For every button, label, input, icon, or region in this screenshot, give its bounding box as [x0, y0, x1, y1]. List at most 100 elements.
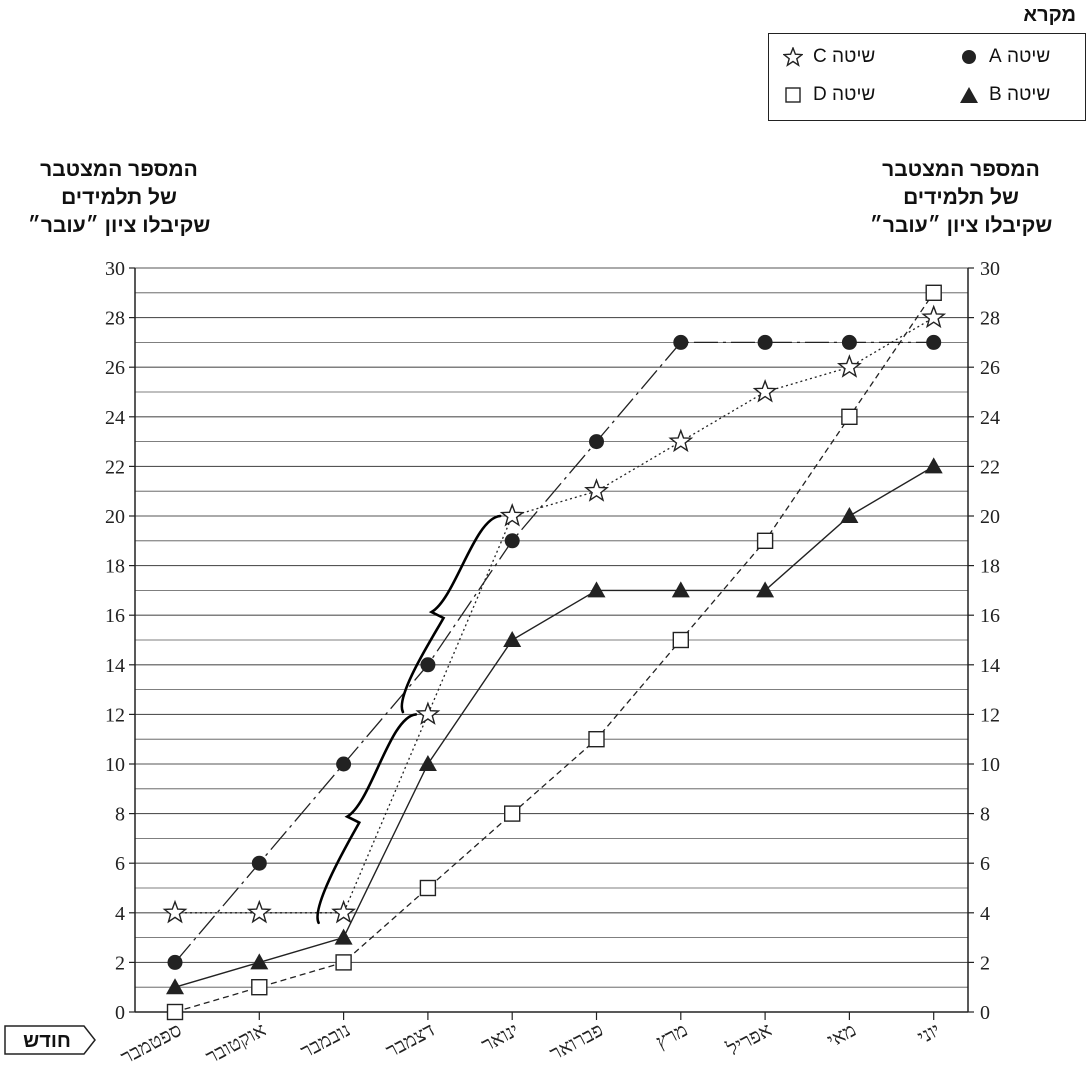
y-tick-label: 28 — [105, 308, 125, 330]
marker-layer — [162, 284, 947, 1021]
hollow-star-icon — [783, 47, 803, 67]
legend-item-d: שיטה D — [783, 84, 875, 106]
marker-triangle — [503, 631, 522, 647]
marker-star — [246, 899, 272, 924]
legend: שיטה A שיטה B שיטה C שיטה D — [768, 33, 1086, 121]
marker-square — [419, 879, 437, 897]
y-axis-label-left: המספר המצטבר של תלמידים שקיבלו ציון ״עוב… — [0, 156, 244, 240]
marker-triangle — [756, 581, 775, 598]
grid-layer — [135, 267, 968, 1013]
y-tick-label: 2 — [980, 952, 990, 974]
marker-circle — [673, 334, 689, 350]
marker-square — [166, 1003, 184, 1021]
series-line — [174, 292, 935, 1013]
x-tick-label: נובמבר — [297, 1019, 354, 1063]
legend-label-b: שיטה B — [989, 84, 1051, 105]
marker-square — [672, 631, 689, 649]
y-axis-label-line-1: המספר המצטבר — [882, 158, 1040, 181]
legend-label-c: שיטה C — [813, 46, 876, 67]
y-tick-label: 30 — [980, 258, 1000, 280]
marker-square — [588, 731, 605, 748]
y-tick-label: 12 — [105, 704, 125, 726]
filled-circle-icon — [962, 50, 976, 64]
axis-layer — [129, 267, 974, 1020]
y-tick-label: 18 — [105, 556, 125, 578]
y-tick-label: 12 — [980, 704, 1000, 726]
marker-square — [504, 805, 521, 822]
y-axis-label-line-3: שקיבלו ציון ״עובר״ — [27, 214, 211, 237]
marker-circle — [589, 434, 604, 450]
series-line — [174, 465, 935, 988]
x-tick-label: אפריל — [723, 1019, 776, 1061]
y-tick-label: 14 — [105, 655, 125, 677]
x-tick-label: ספטמבר — [117, 1019, 185, 1069]
marker-triangle — [840, 507, 859, 523]
legend-title: מקרא — [1023, 4, 1076, 26]
x-tick-label: פברואר — [546, 1019, 607, 1065]
marker-circle — [420, 657, 436, 673]
y-tick-label: 10 — [105, 754, 125, 776]
marker-triangle — [418, 755, 437, 771]
y-tick-label: 16 — [105, 605, 125, 627]
hollow-square-icon — [785, 87, 801, 103]
y-tick-label: 0 — [980, 1002, 990, 1024]
y-tick-label: 22 — [105, 456, 125, 478]
x-tick-label: אוקטובר — [202, 1019, 269, 1069]
series-line — [175, 317, 935, 914]
brace-annotation — [400, 514, 502, 714]
y-tick-label: 26 — [980, 357, 1000, 379]
y-tick-label: 30 — [105, 258, 125, 280]
x-tick-label: יוני — [914, 1019, 944, 1049]
y-tick-label: 24 — [105, 407, 125, 429]
marker-triangle — [671, 581, 690, 598]
y-tick-label: 20 — [980, 506, 1000, 528]
x-axis-label-tag — [4, 1025, 96, 1055]
marker-star — [836, 354, 862, 378]
marker-star — [668, 428, 694, 453]
legend-item-b: שיטה B — [959, 84, 1050, 106]
marker-square — [925, 284, 942, 301]
y-axis-label-line-3: שקיבלו ציון ״עובר״ — [869, 214, 1053, 237]
marker-star — [499, 502, 525, 527]
marker-star — [162, 899, 188, 924]
marker-triangle — [924, 457, 943, 474]
marker-triangle — [334, 928, 353, 945]
marker-triangle — [587, 581, 606, 598]
marker-triangle — [250, 953, 269, 970]
legend-label-d: שיטה D — [813, 84, 876, 105]
marker-circle — [757, 334, 773, 350]
marker-star — [921, 304, 947, 329]
brace-annotation — [316, 713, 418, 925]
marker-circle — [504, 533, 520, 549]
y-tick-label: 8 — [115, 804, 125, 826]
y-tick-label: 16 — [980, 605, 1000, 627]
y-axis-label-line-2: של תלמידים — [61, 186, 177, 209]
y-tick-label: 18 — [980, 556, 1000, 578]
marker-square — [251, 979, 268, 996]
y-tick-label: 0 — [115, 1002, 125, 1024]
x-tick-label: מרץ — [652, 1019, 691, 1053]
y-tick-label: 20 — [105, 506, 125, 528]
y-tick-label: 6 — [115, 853, 125, 875]
filled-triangle-icon — [960, 87, 978, 103]
marker-star — [331, 899, 357, 924]
series-line — [174, 341, 934, 963]
y-tick-label: 14 — [980, 655, 1000, 677]
y-tick-label: 4 — [980, 903, 990, 925]
legend-item-a: שיטה A — [959, 46, 1050, 68]
y-axis-label-line-2: של תלמידים — [903, 186, 1019, 209]
marker-circle — [167, 954, 183, 970]
marker-square — [841, 408, 858, 425]
annotation-layer — [316, 514, 502, 925]
y-axis-label-right: המספר המצטבר של תלמידים שקיבלו ציון ״עוב… — [836, 156, 1086, 240]
marker-circle — [926, 334, 942, 350]
legend-item-c: שיטה C — [783, 46, 875, 68]
y-tick-label: 4 — [115, 903, 125, 925]
y-tick-label: 8 — [980, 804, 990, 826]
marker-circle — [251, 855, 267, 871]
y-tick-label: 28 — [980, 308, 1000, 330]
x-tick-label: מאי — [824, 1019, 860, 1052]
y-tick-label: 26 — [105, 357, 125, 379]
marker-triangle — [166, 978, 184, 995]
